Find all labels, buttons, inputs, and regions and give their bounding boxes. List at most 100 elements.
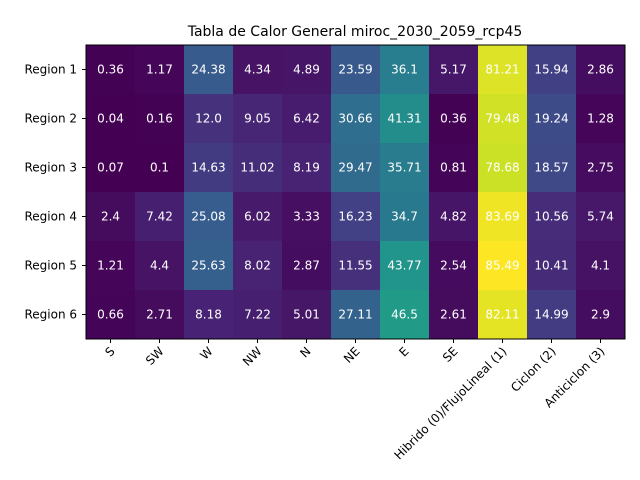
heatmap-cell [86,192,135,241]
heatmap-cell [282,143,331,192]
heatmap-cell [184,45,233,94]
heatmap-cell [576,192,625,241]
x-tick-label: SE [440,344,461,365]
heatmap-cell [331,143,380,192]
heatmap-cell [184,143,233,192]
heatmap-cell [282,290,331,339]
heatmap-cell [527,192,576,241]
heatmap-cell [478,241,527,290]
heatmap-cell-value: 4.34 [244,63,271,77]
heatmap-cell-value: 11.02 [240,161,274,175]
heatmap-cell-value: 30.66 [338,112,372,126]
heatmap-cell [380,45,429,94]
x-tick-label: Ciclon (2) [508,344,558,394]
heatmap-cell-value: 7.42 [146,210,173,224]
y-tick-label: Region 5 [24,259,77,273]
heatmap-cell [233,290,282,339]
heatmap-cell-value: 43.77 [387,259,421,273]
heatmap-cell-value: 2.86 [587,63,614,77]
x-tick-label: NE [341,344,363,366]
heatmap-cell [135,94,184,143]
heatmap-cell [478,143,527,192]
heatmap-cell-value: 19.24 [534,112,568,126]
heatmap-cell-value: 0.1 [150,161,169,175]
heatmap-cell-value: 8.18 [195,308,222,322]
heatmap-cell [331,45,380,94]
heatmap-cell-value: 4.1 [591,259,610,273]
heatmap-cell-value: 14.63 [191,161,225,175]
heatmap-cell-value: 18.57 [534,161,568,175]
heatmap-cell-value: 78.68 [485,161,519,175]
heatmap-cell-value: 85.49 [485,259,519,273]
x-tick-label: W [197,344,215,362]
chart-title: Tabla de Calor General miroc_2030_2059_r… [187,24,523,40]
heatmap-cell [135,143,184,192]
heatmap-cell-value: 25.08 [191,210,225,224]
heatmap-cell-value: 34.7 [391,210,418,224]
heatmap-cell [429,192,478,241]
heatmap-cell [184,94,233,143]
heatmap-cell [527,143,576,192]
heatmap-cell-value: 14.99 [534,308,568,322]
heatmap-cell-value: 2.75 [587,161,614,175]
heatmap-cell-value: 7.22 [244,308,271,322]
heatmap-cell [233,192,282,241]
heatmap-cell [380,241,429,290]
y-tick-label: Region 1 [24,63,77,77]
heatmap-cell-value: 41.31 [387,112,421,126]
heatmap-cell [233,143,282,192]
heatmap-cell-value: 24.38 [191,63,225,77]
x-tick-label: N [297,344,313,360]
heatmap-cell-value: 2.61 [440,308,467,322]
heatmap-cell-value: 25.63 [191,259,225,273]
y-tick-label: Region 6 [24,308,77,322]
plot-frame [85,44,626,340]
heatmap-cell [282,45,331,94]
heatmap-cell-value: 1.28 [587,112,614,126]
heatmap-cell [576,94,625,143]
heatmap-cell [86,143,135,192]
heatmap-cell-value: 12.0 [195,112,222,126]
heatmap-cell [478,94,527,143]
heatmap-cell [380,290,429,339]
heatmap-cell-value: 27.11 [338,308,372,322]
heatmap-cell [429,45,478,94]
y-tick-label: Region 2 [24,112,77,126]
heatmap-cell [184,241,233,290]
heatmap-cell-value: 0.04 [97,112,124,126]
heatmap-cell-value: 1.17 [146,63,173,77]
x-tick-label: NW [240,344,265,369]
heatmap-cell [135,241,184,290]
heatmap-cell-value: 8.02 [244,259,271,273]
heatmap-cell-value: 0.36 [440,112,467,126]
heatmap-cell [429,241,478,290]
heatmap-cell [86,94,135,143]
heatmap-cell-value: 36.1 [391,63,418,77]
heatmap-cell [86,45,135,94]
heatmap-cell-value: 9.05 [244,112,271,126]
y-tick-label: Region 4 [24,210,77,224]
heatmap-cell-labels: 0.36 1.17 24.38 4.34 4.89 23.59 36.1 5.17 81.21 1… [97,63,614,322]
heatmap-cell [233,94,282,143]
heatmap-cell-value: 4.4 [150,259,169,273]
y-tick-label: Region 3 [24,161,77,175]
heatmap-cell [233,241,282,290]
heatmap-cell [478,192,527,241]
heatmap-cell [478,290,527,339]
heatmap-cell-value: 2.9 [591,308,610,322]
heatmap-cell-value: 10.41 [534,259,568,273]
heatmap-cell-value: 2.4 [101,210,120,224]
heatmap-cell [576,241,625,290]
heatmap-cell [135,192,184,241]
heatmap-cell [184,192,233,241]
heatmap-cell-value: 4.89 [293,63,320,77]
heatmap-cell-value: 0.36 [97,63,124,77]
heatmap-cell-value: 10.56 [534,210,568,224]
heatmap-cell-value: 1.21 [97,259,124,273]
heatmap-cell [576,290,625,339]
heatmap-cell [184,290,233,339]
heatmap-cell-value: 15.94 [534,63,568,77]
heatmap-cell-value: 0.07 [97,161,124,175]
heatmap-cell [331,192,380,241]
